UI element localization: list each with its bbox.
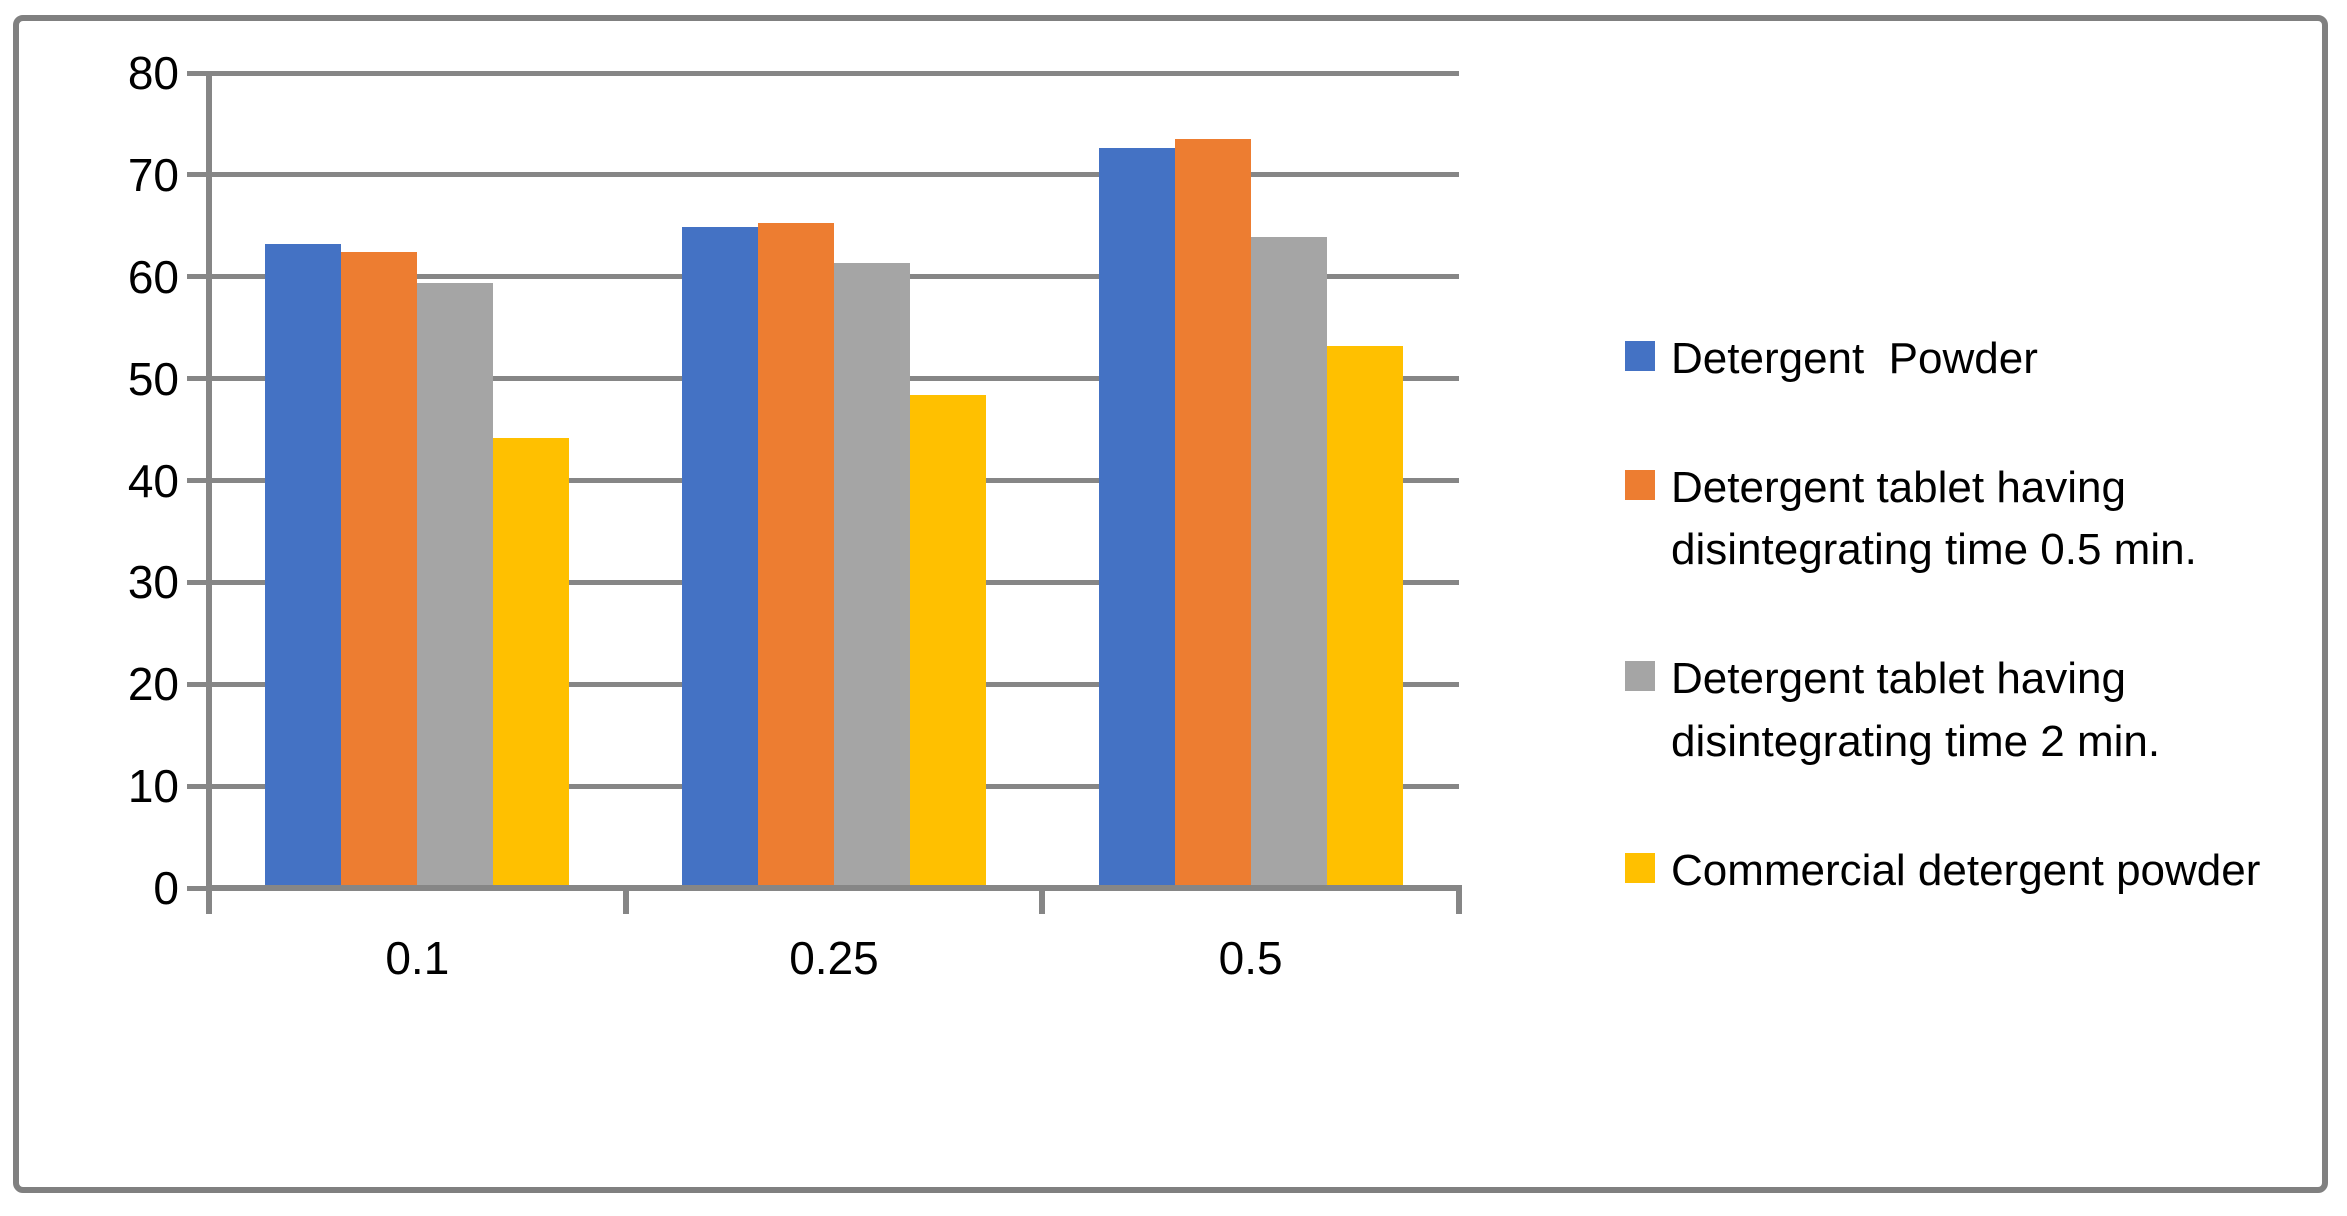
bar-group-0.25 (626, 73, 1043, 888)
y-axis-tick-label: 30 (127, 556, 179, 609)
y-axis-tick-mark (187, 681, 206, 687)
y-axis-tick-label: 50 (127, 352, 179, 405)
bar-group-0.1 (209, 73, 626, 888)
y-axis-tick-label: 20 (127, 658, 179, 711)
x-axis-tick-mark (622, 888, 629, 914)
y-axis-tick-mark (187, 70, 206, 76)
bar-series-4-cat-0.25 (909, 394, 986, 888)
legend-item-1: Detergent Powder (1625, 328, 2337, 390)
bar-series-2-cat-0.25 (757, 222, 834, 888)
y-axis-tick-label: 10 (127, 760, 179, 813)
x-axis-category-label: 0.1 (385, 932, 450, 984)
y-axis-tick-mark (187, 885, 206, 891)
bar-series-1-cat-0.1 (265, 244, 342, 888)
y-axis-tick-mark (187, 478, 206, 483)
bar-series-1-cat-0.25 (681, 226, 758, 888)
figure-border (13, 15, 2328, 1193)
x-axis-tick-mark (1456, 888, 1462, 914)
legend-color-swatch (1625, 341, 1655, 371)
x-axis-tick-mark (206, 888, 212, 914)
legend: Detergent Powder Detergent tablet having … (1625, 328, 2337, 902)
bar-series-2-cat-0.5 (1174, 139, 1251, 888)
y-axis-tick-label: 70 (127, 148, 179, 201)
y-axis-tick-mark (187, 783, 206, 789)
legend-item-4: Commercial detergent powder (1625, 840, 2337, 902)
legend-color-swatch (1625, 852, 1655, 883)
legend-label: Detergent tablet having disintegrating t… (1671, 462, 2197, 575)
bar-series-1-cat-0.5 (1098, 148, 1175, 888)
bar-series-2-cat-0.1 (341, 252, 418, 888)
x-axis-category-label: 0.5 (1218, 932, 1283, 984)
y-axis-tick-label: 80 (127, 47, 179, 99)
legend-color-swatch (1625, 469, 1655, 500)
bar-series-3-cat-0.5 (1250, 237, 1327, 888)
bar-series-4-cat-0.5 (1326, 346, 1403, 888)
y-axis-tick-mark (187, 579, 206, 585)
y-axis-tick-label: 40 (127, 454, 179, 507)
y-axis-tick-label: 0 (153, 862, 179, 914)
y-axis-line (206, 71, 212, 891)
legend-item-2: Detergent tablet having disintegrating t… (1625, 457, 2337, 582)
legend-label: Detergent Powder (1671, 334, 2038, 383)
legend-color-swatch (1625, 661, 1655, 692)
gridline (209, 70, 1459, 76)
bar-series-4-cat-0.1 (493, 437, 570, 888)
bar-group-0.5 (1042, 73, 1459, 888)
y-axis-tick-mark (187, 172, 206, 178)
gridline (209, 172, 1459, 178)
legend-item-3: Detergent tablet having disintegrating t… (1625, 648, 2337, 773)
x-axis-tick-mark (1039, 888, 1046, 914)
y-axis-tick-label: 60 (127, 250, 179, 303)
bar-series-3-cat-0.1 (417, 282, 494, 888)
legend-label: Commercial detergent powder (1671, 845, 2261, 895)
plot-area: 80 70 60 50 40 30 20 10 0 0.1 0.25 0.5 (128, 47, 1462, 984)
y-axis-tick-mark (187, 274, 206, 280)
legend-label: Detergent tablet having disintegrating t… (1671, 654, 2161, 766)
x-axis-line (206, 885, 1462, 891)
x-axis-category-label: 0.25 (789, 932, 879, 984)
y-axis-tick-mark (187, 376, 206, 382)
bar-series-3-cat-0.25 (833, 262, 910, 888)
